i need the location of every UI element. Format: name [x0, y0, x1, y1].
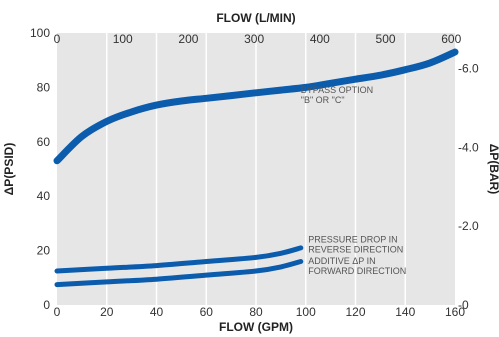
x-bottom-axis-title: FLOW (GPM) — [219, 320, 293, 334]
x-top-tick-label: 600 — [441, 32, 461, 46]
y-right-tick-label: -6.0 — [458, 61, 479, 75]
x-bottom-tick-label: 40 — [150, 305, 164, 319]
annotation-line: ADDITIVE ΔP IN — [308, 256, 375, 266]
x-top-tick-label: 400 — [310, 32, 330, 46]
y-left-tick-label: 0 — [43, 298, 50, 312]
annotation-line: "B" OR "C" — [301, 95, 345, 105]
x-bottom-tick-label: 80 — [249, 305, 263, 319]
x-bottom-tick-label: 20 — [100, 305, 114, 319]
x-bottom-tick-label: 100 — [296, 305, 316, 319]
series-line-3 — [54, 259, 304, 288]
annotation-2: PRESSURE DROP IN REVERSE DIRECTION — [308, 234, 403, 254]
y-left-tick-label: 100 — [30, 26, 50, 40]
annotation-3: ADDITIVE ΔP IN FORWARD DIRECTION — [308, 256, 406, 276]
annotation-line: FORWARD DIRECTION — [308, 266, 406, 276]
y-left-tick-label: 20 — [37, 244, 51, 258]
x-bottom-tick-label: 120 — [345, 305, 365, 319]
series-line-1 — [53, 48, 459, 165]
annotation-line: REVERSE DIRECTION — [308, 244, 403, 254]
y-right-tick-label: -4.0 — [458, 140, 479, 154]
x-top-tick-label: 0 — [54, 32, 61, 46]
y-right-tick-label: -2.0 — [458, 219, 479, 233]
annotation-1: BYPASS OPTION "B" OR "C" — [301, 85, 373, 105]
x-bottom-tick-label: 0 — [54, 305, 61, 319]
annotation-line: BYPASS OPTION — [301, 85, 373, 95]
x-bottom-tick-label: 60 — [200, 305, 214, 319]
y-right-tick-label: -0 — [458, 298, 469, 312]
grid-lines — [106, 33, 406, 305]
x-bottom-tick-label: 140 — [395, 305, 415, 319]
y-left-tick-label: 80 — [37, 80, 51, 94]
y-left-axis-title: ΔP(PSID) — [2, 143, 16, 196]
annotations: BYPASS OPTION "B" OR "C" PRESSURE DROP IN R… — [301, 85, 406, 276]
x-top-tick-label: 200 — [178, 32, 198, 46]
annotation-line: PRESSURE DROP IN — [308, 234, 397, 244]
y-right-axis-title: ΔP(BAR) — [487, 144, 499, 195]
x-top-tick-label: 300 — [244, 32, 264, 46]
x-top-tick-label: 100 — [113, 32, 133, 46]
y-left-tick-label: 60 — [37, 135, 51, 149]
y-left-tick-label: 40 — [37, 189, 51, 203]
x-bottom-tick-label: 160 — [445, 305, 465, 319]
x-top-axis-title: FLOW (L/MIN) — [216, 11, 295, 25]
series-line-2 — [54, 245, 304, 274]
x-top-tick-label: 500 — [376, 32, 396, 46]
series-layer — [53, 48, 459, 288]
